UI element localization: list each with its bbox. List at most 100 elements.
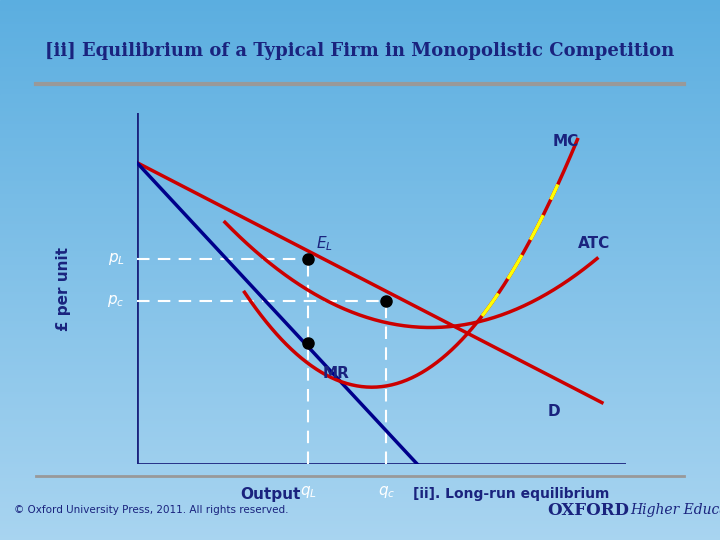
Bar (0, 202, 720, 205)
Bar (0, 510, 720, 513)
Bar (0, 86, 720, 89)
Bar (0, 354, 720, 356)
Bar (0, 454, 720, 456)
Bar (0, 348, 720, 351)
Bar (0, 221, 720, 224)
Text: OXFORD: OXFORD (547, 502, 629, 519)
Bar (0, 181, 720, 184)
Bar (0, 362, 720, 364)
Bar (0, 508, 720, 510)
Bar (0, 138, 720, 140)
Bar (0, 205, 720, 208)
Bar (0, 35, 720, 38)
Bar (0, 284, 720, 286)
Bar (0, 327, 720, 329)
Bar (0, 278, 720, 281)
Bar (0, 54, 720, 57)
Bar (0, 427, 720, 429)
Bar (0, 270, 720, 273)
Bar (0, 16, 720, 19)
Bar (0, 335, 720, 338)
Bar (0, 68, 720, 70)
Bar (0, 518, 720, 521)
Bar (0, 94, 720, 97)
Bar (0, 456, 720, 459)
Bar (0, 316, 720, 319)
Bar (0, 189, 720, 192)
Bar (0, 227, 720, 229)
Bar (0, 475, 720, 478)
Bar (0, 19, 720, 22)
Bar (0, 413, 720, 416)
Bar (0, 208, 720, 211)
Bar (0, 194, 720, 197)
Bar (0, 59, 720, 62)
Bar (0, 267, 720, 270)
Bar (0, 38, 720, 40)
Bar (0, 494, 720, 497)
Bar (0, 92, 720, 94)
Bar (0, 176, 720, 178)
Bar (0, 297, 720, 300)
Bar (0, 265, 720, 267)
Bar (0, 78, 720, 81)
Bar (0, 219, 720, 221)
Bar (0, 43, 720, 46)
Bar (0, 154, 720, 157)
Bar (0, 319, 720, 321)
Bar (0, 100, 720, 103)
Text: Higher Education: Higher Education (630, 503, 720, 517)
Bar (0, 329, 720, 332)
Bar (0, 273, 720, 275)
Bar (0, 3, 720, 5)
Bar (0, 259, 720, 262)
Bar (0, 238, 720, 240)
Bar (0, 89, 720, 92)
Bar (0, 240, 720, 243)
Bar (0, 351, 720, 354)
Bar (0, 292, 720, 294)
Bar (0, 370, 720, 373)
Bar (0, 459, 720, 462)
Bar (0, 11, 720, 14)
Bar (0, 5, 720, 8)
Bar (0, 408, 720, 410)
Bar (0, 235, 720, 238)
Text: © Oxford University Press, 2011. All rights reserved.: © Oxford University Press, 2011. All rig… (14, 505, 289, 515)
Bar (0, 275, 720, 278)
Bar (0, 151, 720, 154)
Text: ATC: ATC (577, 236, 610, 251)
Bar (0, 394, 720, 397)
Bar (0, 429, 720, 432)
Text: £ per unit: £ per unit (56, 247, 71, 331)
Bar (0, 478, 720, 481)
Bar (0, 364, 720, 367)
Bar (0, 464, 720, 467)
Bar (0, 30, 720, 32)
Bar (0, 73, 720, 76)
Text: [ii]. Long-run equilibrium: [ii]. Long-run equilibrium (413, 487, 609, 501)
Bar (0, 443, 720, 445)
Bar (0, 105, 720, 108)
Bar (0, 397, 720, 400)
Text: Output: Output (240, 487, 300, 502)
Bar (0, 213, 720, 216)
Bar (0, 246, 720, 248)
Bar (0, 173, 720, 176)
Bar (0, 300, 720, 302)
Bar (0, 313, 720, 316)
Bar (0, 400, 720, 402)
Bar (0, 14, 720, 16)
Bar (0, 122, 720, 124)
Text: [ii] Equilibrium of a Typical Firm in Monopolistic Competition: [ii] Equilibrium of a Typical Firm in Mo… (45, 42, 675, 60)
Bar (0, 432, 720, 435)
Bar (0, 130, 720, 132)
Bar (0, 462, 720, 464)
Bar (0, 310, 720, 313)
Bar (0, 375, 720, 378)
Bar (0, 119, 720, 122)
Bar (0, 0, 720, 3)
Bar (0, 537, 720, 540)
Bar (0, 135, 720, 138)
Bar (0, 521, 720, 524)
